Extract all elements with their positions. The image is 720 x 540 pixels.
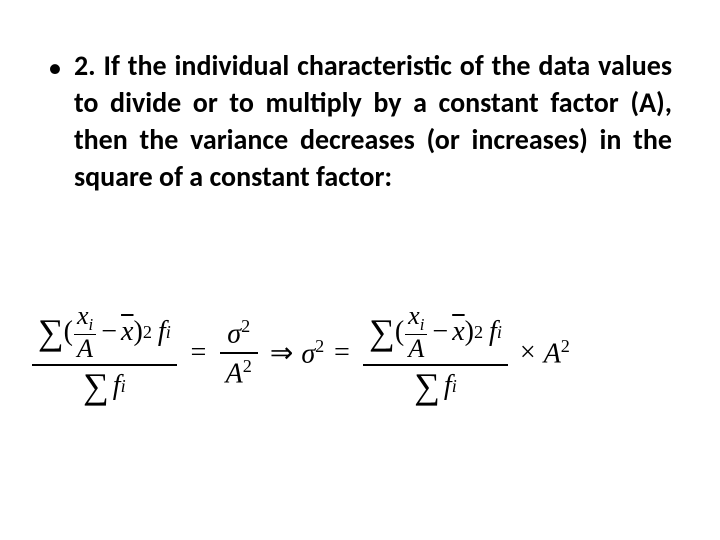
lparen: ( [395,317,404,348]
lparen: ( [64,317,73,348]
xi: xi [74,302,96,334]
xi: xi [405,302,427,334]
bullet-list-item: • 2. If the individual characteristic of… [48,48,672,196]
sigma-sum-icon: ∑ [83,368,109,404]
fraction-rhs-numerator: ∑ ( xi A − x ) 2 fi [363,300,508,364]
fraction-lhs-numerator: ∑ ( xi A − x ) 2 fi [32,300,177,364]
a-squared: A2 [544,336,570,370]
f: f [489,317,497,348]
A: A [74,335,96,362]
equals: = [332,337,351,369]
f: f [158,317,166,348]
f-sub-i: i [497,322,502,342]
f-sub-i: i [452,376,457,396]
a-squared: A2 [220,354,258,392]
A: A [405,335,427,362]
x-bar: x [121,317,133,348]
sigma-sum-icon: ∑ [38,314,64,350]
slide: • 2. If the individual characteristic of… [0,0,720,540]
rparen: ) [133,317,142,348]
squared: 2 [143,322,152,342]
fraction-sigma2-over-a2: σ2 A2 [220,314,258,392]
fraction-lhs-denominator: ∑ fi [77,366,132,406]
f: f [444,371,452,402]
x-bar: x [452,317,464,348]
implies-icon: ⇒ [270,336,293,370]
inner-fraction-xi-over-a: xi A [74,302,96,362]
times-icon: × [520,337,536,369]
minus: − [101,317,117,348]
sigma-squared: σ2 [221,314,256,352]
bullet-text: 2. If the individual characteristic of t… [74,48,672,196]
f-sub-i: i [166,322,171,342]
sigma-squared: σ2 [301,336,324,370]
fraction-rhs-denominator: ∑ fi [408,366,463,406]
fraction-lhs: ∑ ( xi A − x ) 2 fi ∑ fi [32,300,177,406]
equals: = [189,337,208,369]
variance-formula: ∑ ( xi A − x ) 2 fi ∑ fi = [28,300,692,406]
squared: 2 [474,322,483,342]
rparen: ) [465,317,474,348]
minus: − [432,317,448,348]
sigma-sum-icon: ∑ [369,314,395,350]
sigma-sum-icon: ∑ [414,368,440,404]
bullet-marker: • [48,50,62,86]
fraction-rhs: ∑ ( xi A − x ) 2 fi ∑ fi [363,300,508,406]
f-sub-i: i [121,376,126,396]
f: f [113,371,121,402]
inner-fraction-xi-over-a: xi A [405,302,427,362]
